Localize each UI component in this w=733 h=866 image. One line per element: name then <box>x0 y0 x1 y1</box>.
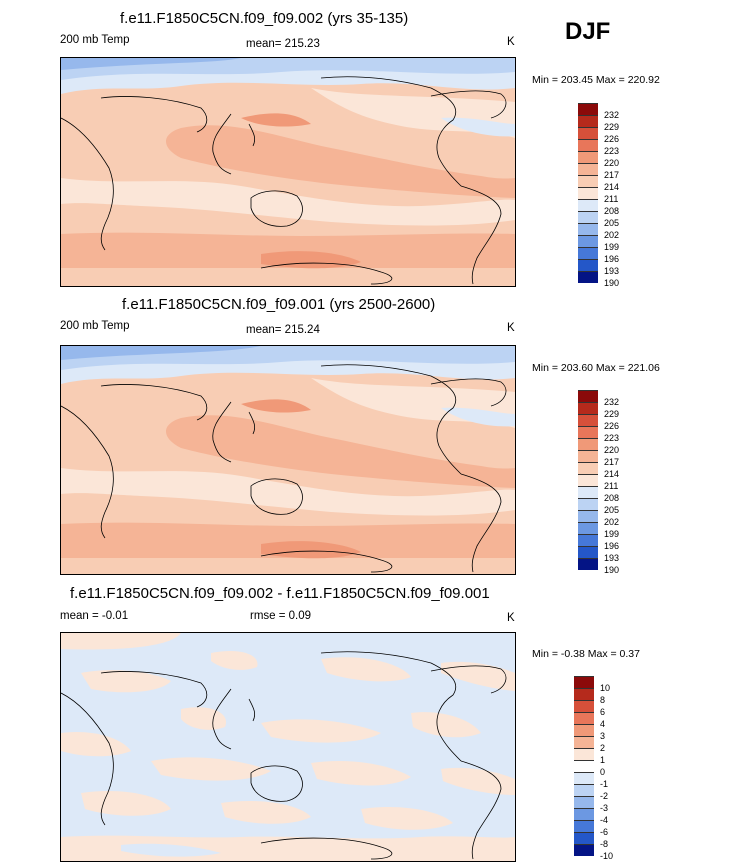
panel-3-colorbar-label: 4 <box>600 719 606 729</box>
panel-3-map <box>60 632 516 862</box>
panel-1-colorbar-label: 205 <box>604 218 620 228</box>
panel-3-colorbar-label: 1 <box>600 755 606 765</box>
panel-2-colorbar-label: 220 <box>604 445 620 455</box>
panel-2-colorbar-label: 211 <box>604 481 619 491</box>
panel-1-colorbar-label: 199 <box>604 242 620 252</box>
panel-3-colorbar-label: -8 <box>600 839 609 849</box>
panel-3-minmax: Min = -0.38 Max = 0.37 <box>532 648 640 660</box>
panel-2-temperature-field <box>61 346 515 574</box>
panel-3-difference-field <box>61 633 515 861</box>
panel-2-map <box>60 345 516 575</box>
panel-1-temperature-field <box>61 58 515 286</box>
panel-2-colorbar-label: 214 <box>604 469 620 479</box>
panel-2-colorbar-label: 202 <box>604 517 620 527</box>
panel-3-colorbar-label: 8 <box>600 695 606 705</box>
panel-2-colorbar-label: 205 <box>604 505 620 515</box>
panel-2-colorbar-label: 217 <box>604 457 620 467</box>
panel-1-units: K <box>507 36 515 48</box>
panel-3-mean-label: mean = -0.01 <box>60 610 129 622</box>
panel-1-mean-label: mean= 215.23 <box>246 38 320 50</box>
panel-2-colorbar-label: 223 <box>604 433 620 443</box>
panel-2-colorbar-label: 229 <box>604 409 620 419</box>
panel-3-colorbar-label: -6 <box>600 827 609 837</box>
panel-1-colorbar-label: 232 <box>604 110 620 120</box>
panel-2-variable-label: 200 mb Temp <box>60 320 130 332</box>
panel-1-minmax: Min = 203.45 Max = 220.92 <box>532 74 660 86</box>
panel-1-colorbar-label: 196 <box>604 254 620 264</box>
panel-1-colorbar-label: 217 <box>604 170 620 180</box>
panel-3-colorbar-label: -10 <box>600 851 614 861</box>
panel-3-colorbar-label: 0 <box>600 767 606 777</box>
season-label: DJF <box>565 18 611 45</box>
panel-2-colorbar-label: 193 <box>604 553 620 563</box>
panel-2-units: K <box>507 322 515 334</box>
panel-3-colorbar-label: -3 <box>600 803 609 813</box>
panel-3-colorbar-label: 6 <box>600 707 606 717</box>
panel-1-colorbar-label: 220 <box>604 158 620 168</box>
panel-2-colorbar-label: 208 <box>604 493 620 503</box>
panel-3-colorbar-label: -2 <box>600 791 609 801</box>
panel-1-colorbar-label: 190 <box>604 278 620 288</box>
panel-2-minmax: Min = 203.60 Max = 221.06 <box>532 362 660 374</box>
panel-2-mean-label: mean= 215.24 <box>246 324 320 336</box>
panel-1-colorbar-label: 208 <box>604 206 620 216</box>
panel-2-colorbar-label: 232 <box>604 397 620 407</box>
panel-1-colorbar-label: 193 <box>604 266 620 276</box>
panel-3-colorbar-label: 2 <box>600 743 606 753</box>
panel-2-colorbar-label: 199 <box>604 529 620 539</box>
panel-2-title: f.e11.F1850C5CN.f09_f09.001 (yrs 2500-26… <box>122 296 436 313</box>
panel-3-colorbar-label: 3 <box>600 731 606 741</box>
panel-2-colorbar-label: 226 <box>604 421 620 431</box>
panel-1-title: f.e11.F1850C5CN.f09_f09.002 (yrs 35-135) <box>120 10 409 27</box>
panel-3-colorbar-label: -1 <box>600 779 609 789</box>
panel-3-units: K <box>507 612 515 624</box>
panel-1-colorbar-label: 223 <box>604 146 620 156</box>
panel-1-colorbar-label: 229 <box>604 122 620 132</box>
panel-2-colorbar-label: 190 <box>604 565 620 575</box>
panel-3-colorbar-label: 10 <box>600 683 611 693</box>
panel-3-title: f.e11.F1850C5CN.f09_f09.002 - f.e11.F185… <box>70 585 490 602</box>
panel-2-colorbar-label: 196 <box>604 541 620 551</box>
panel-1-colorbar-label: 226 <box>604 134 620 144</box>
panel-1-variable-label: 200 mb Temp <box>60 34 130 46</box>
panel-1-colorbar-label: 211 <box>604 194 619 204</box>
panel-3-colorbar-label: -4 <box>600 815 609 825</box>
panel-1-colorbar-label: 202 <box>604 230 620 240</box>
panel-1-map <box>60 57 516 287</box>
panel-1-colorbar-label: 214 <box>604 182 620 192</box>
panel-3-rmse-label: rmse = 0.09 <box>250 610 312 622</box>
